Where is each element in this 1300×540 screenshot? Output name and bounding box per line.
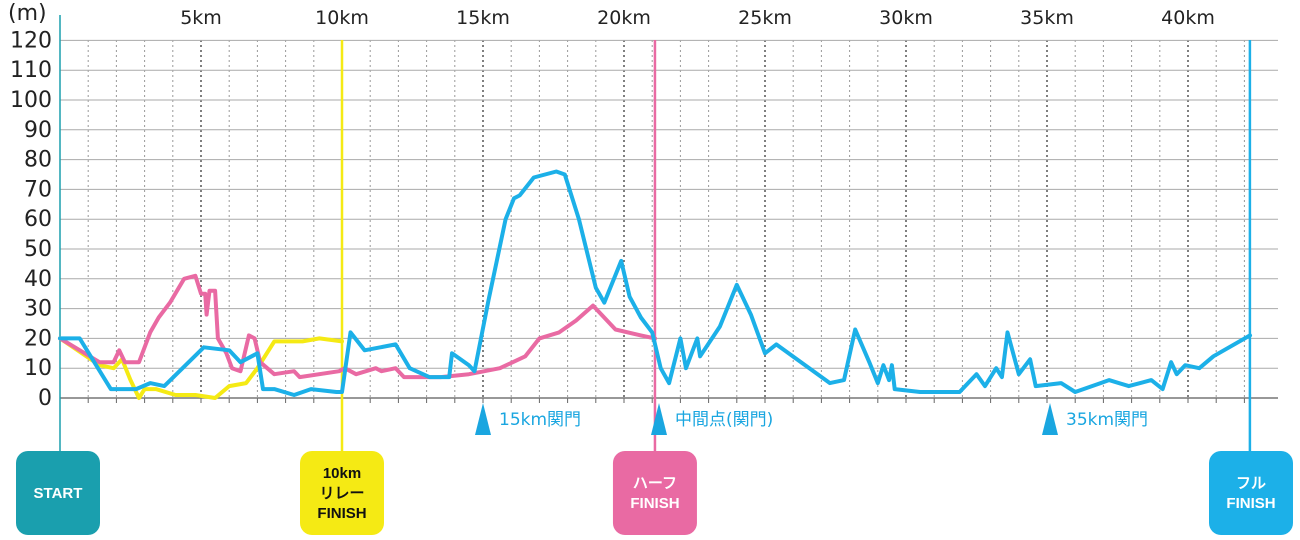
y-tick-label: 120	[10, 28, 52, 53]
y-tick-label: 60	[24, 207, 52, 232]
half-finish-label: FINISH	[630, 495, 679, 512]
half-finish-label: ハーフ	[633, 475, 677, 492]
x-tick-label: 15km	[456, 7, 510, 29]
relay-finish-badge	[300, 451, 384, 535]
relay-finish-label: FINISH	[317, 505, 366, 522]
y-axis-label: (m)	[8, 1, 47, 26]
gate-triangle-icon	[651, 403, 667, 435]
y-tick-label: 100	[10, 88, 52, 113]
gate-label: 15km関門	[499, 410, 581, 430]
x-tick-label: 25km	[738, 7, 792, 29]
gate-label: 中間点(関門)	[675, 410, 773, 430]
series-line-full	[58, 169, 1252, 397]
y-tick-label: 40	[24, 267, 52, 292]
y-tick-label: 50	[24, 237, 52, 262]
full-finish-badge	[1209, 451, 1293, 535]
y-tick-label: 110	[10, 58, 52, 83]
full-finish-label: FINISH	[1226, 495, 1275, 512]
y-tick-label: 90	[24, 118, 52, 143]
half-finish-badge	[612, 451, 697, 535]
x-tick-label: 10km	[315, 7, 369, 29]
x-tick-label: 35km	[1020, 7, 1074, 29]
x-tick-label: 20km	[597, 7, 651, 29]
x-tick-label: 40km	[1161, 7, 1215, 29]
gate-label: 35km関門	[1066, 410, 1148, 430]
x-tick-label: 5km	[180, 7, 222, 29]
y-tick-label: 30	[24, 297, 52, 322]
relay-finish-label: リレー	[319, 485, 364, 502]
y-tick-label: 0	[38, 386, 52, 411]
gate-triangle-icon	[475, 403, 491, 435]
y-tick-label: 10	[24, 356, 52, 381]
gate-triangle-icon	[1042, 403, 1058, 435]
series-line-half	[58, 273, 657, 380]
start-badge	[16, 451, 100, 535]
x-tick-label: 30km	[879, 7, 933, 29]
y-tick-label: 70	[24, 177, 52, 202]
full-finish-label: フル	[1236, 475, 1266, 492]
start-label: START	[34, 485, 83, 502]
y-tick-label: 20	[24, 326, 52, 351]
y-tick-label: 80	[24, 148, 52, 173]
relay-finish-label: 10km	[323, 465, 361, 482]
